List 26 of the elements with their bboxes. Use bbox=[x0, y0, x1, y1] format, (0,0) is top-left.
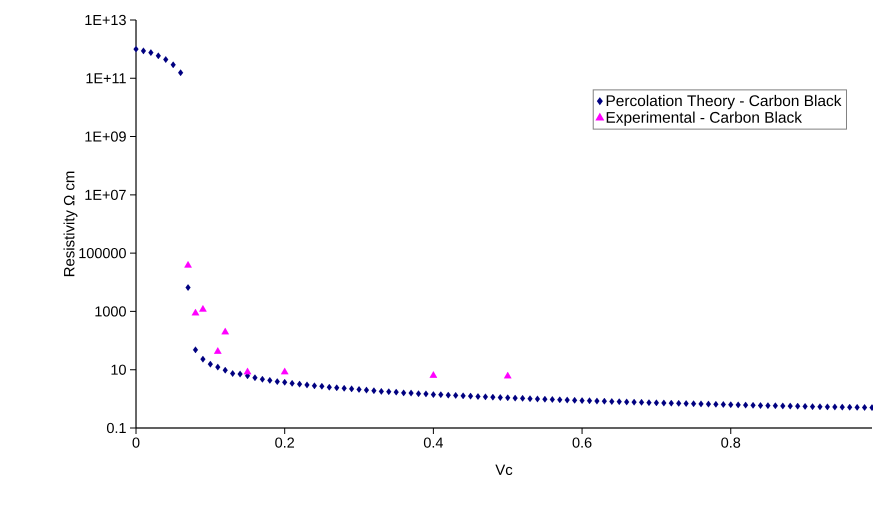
point bbox=[192, 308, 200, 316]
y-tick-label: 1E+13 bbox=[85, 14, 126, 26]
x-tick-label: 0.6 bbox=[572, 437, 592, 448]
y-tick-label: 10 bbox=[112, 364, 126, 375]
y-tick-label: 100000 bbox=[79, 248, 126, 258]
x-tick-label: 0.8 bbox=[721, 437, 740, 448]
point bbox=[430, 371, 438, 378]
point bbox=[244, 368, 252, 374]
legend-label: Percolation Theory - Carbon Black bbox=[606, 94, 842, 110]
y-tick-label: 1E+11 bbox=[86, 73, 126, 84]
legend-label: Experimental - Carbon Black bbox=[606, 112, 802, 126]
x-tick-label: 0.2 bbox=[275, 437, 294, 448]
x-tick-label: 0 bbox=[132, 437, 140, 448]
y-tick-label: 1000 bbox=[95, 306, 126, 317]
point bbox=[504, 372, 512, 378]
x-tick-label: 0.4 bbox=[424, 437, 443, 448]
y-tick-label: 0.1 bbox=[106, 422, 126, 434]
y-tick-label: 1E+09 bbox=[85, 131, 126, 142]
point bbox=[280, 368, 289, 374]
point bbox=[221, 328, 230, 334]
point bbox=[184, 260, 192, 268]
point bbox=[199, 305, 207, 312]
x-axis-title: Vc bbox=[495, 464, 512, 475]
y-axis-title: Resistivity Ω cm bbox=[64, 172, 78, 276]
point bbox=[214, 347, 222, 354]
y-tick-label: 1E+07 bbox=[85, 190, 126, 200]
